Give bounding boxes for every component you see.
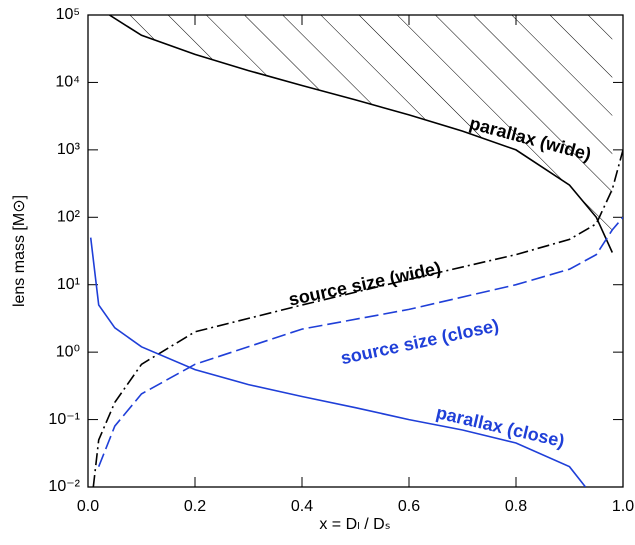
series-label: source size (close) — [339, 315, 501, 368]
y-tick-label: 10² — [57, 209, 81, 226]
series-line — [89, 237, 587, 487]
series-line — [92, 149, 623, 487]
y-axis-label: lens mass [M⊙] — [11, 195, 28, 307]
y-tick-label: 10⁵ — [56, 6, 80, 23]
y-tick-label: 10⁻¹ — [48, 411, 80, 428]
x-tick-label: 0.6 — [398, 498, 420, 515]
hatched-region — [109, 15, 613, 253]
plot-area — [89, 15, 623, 487]
x-tick-label: 0.2 — [184, 498, 206, 515]
series-label: source size (wide) — [287, 258, 443, 310]
series-line — [97, 216, 623, 467]
y-tick-label: 10⁻² — [48, 478, 80, 495]
x-tick-label: 0.0 — [77, 498, 99, 515]
x-tick-label: 1.0 — [612, 498, 634, 515]
x-tick-label: 0.8 — [505, 498, 527, 515]
x-axis-label: x = Dₗ / Dₛ — [319, 516, 390, 533]
series-label: parallax (close) — [434, 402, 566, 451]
series-line — [108, 15, 614, 253]
x-tick-label: 0.4 — [291, 498, 313, 515]
y-tick-label: 10⁰ — [56, 343, 80, 360]
y-tick-label: 10⁴ — [55, 74, 80, 91]
y-tick-label: 10³ — [57, 141, 81, 158]
y-tick-label: 10¹ — [57, 276, 80, 293]
